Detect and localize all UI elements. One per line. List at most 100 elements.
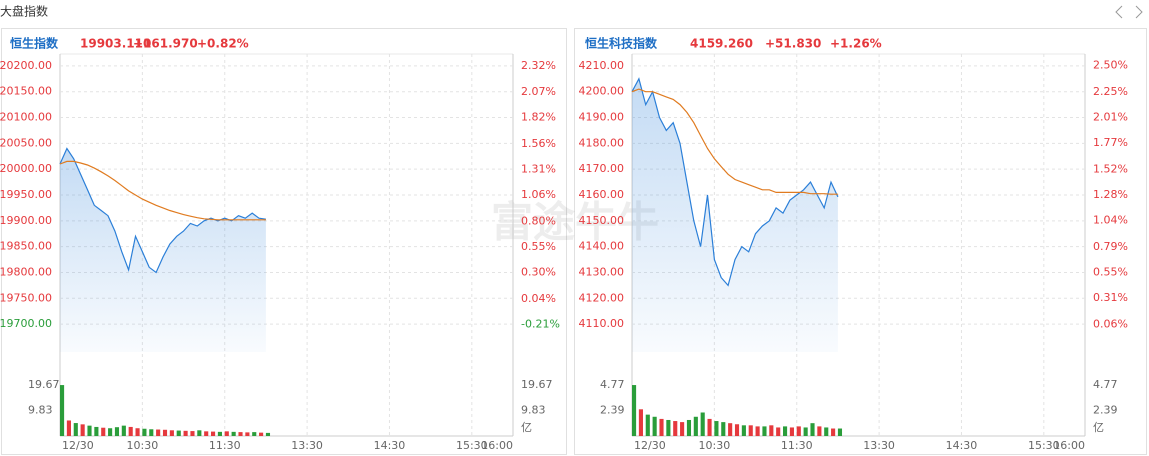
volume-bar (632, 385, 637, 436)
volume-tick-label: 2.39 (600, 403, 625, 416)
y2-tick-label: 0.31% (1093, 291, 1128, 304)
volume-bar (73, 423, 78, 436)
volume-bar (734, 424, 740, 436)
volume-bar (169, 430, 174, 436)
index-change: +161.970 (133, 37, 198, 51)
y2-tick-label: 0.30% (521, 265, 556, 278)
header-title: 大盘指数 (0, 4, 48, 19)
average-line (631, 88, 838, 195)
y-tick-label: 4200.00 (579, 85, 625, 98)
volume-bar (673, 421, 678, 436)
index-name: 恒生指数 (10, 36, 59, 51)
volume-bar (721, 422, 726, 436)
volume-bar (824, 427, 829, 436)
index-change-pct: +0.82% (197, 37, 249, 51)
y2-tick-label: 1.06% (521, 188, 556, 201)
y2-tick-label: 0.55% (521, 240, 556, 253)
y-tick-label: 19750.00 (0, 291, 52, 304)
volume-bar (762, 426, 767, 436)
y-tick-label: 4170.00 (579, 162, 625, 175)
panel (574, 28, 1147, 455)
y-tick-label: 19900.00 (0, 214, 52, 227)
volume-bar (755, 426, 760, 436)
volume-bar (659, 418, 664, 436)
volume-bar (190, 431, 195, 436)
y2-tick-label: -0.21% (521, 317, 560, 330)
x-tick-label: 16:00 (481, 439, 513, 452)
volume-bar (707, 418, 712, 436)
y2-tick-label: 2.50% (1093, 59, 1128, 72)
volume-tick-label: 9.83 (28, 404, 53, 417)
volume-bar (135, 428, 140, 436)
x-tick-label: 12/30 (62, 439, 94, 452)
y-tick-label: 19850.00 (0, 240, 52, 253)
volume-bar (149, 429, 154, 436)
volume-tick-label: 4.77 (1093, 378, 1118, 391)
volume-bar (776, 427, 781, 436)
volume-bar (265, 432, 271, 436)
x-tick-label: 11:30 (209, 439, 241, 452)
y-tick-label: 19700.00 (0, 317, 52, 330)
volume-bar (176, 430, 181, 436)
y-tick-label: 20200.00 (0, 59, 52, 72)
volume-bar (60, 385, 65, 436)
volume-tick-label: 9.83 (521, 404, 546, 417)
y-tick-label: 4140.00 (579, 240, 625, 253)
volume-unit: 亿 (1093, 421, 1104, 434)
y2-tick-label: 1.28% (1093, 188, 1128, 201)
volume-bar (156, 429, 161, 436)
volume-tick-label: 19.67 (28, 378, 60, 391)
y2-tick-label: 2.01% (1093, 111, 1128, 124)
volume-tick-label: 4.77 (600, 378, 625, 391)
volume-bar (796, 426, 801, 436)
y-tick-label: 4120.00 (579, 291, 625, 304)
y2-tick-label: 1.04% (1093, 213, 1128, 226)
volume-bar (728, 423, 733, 436)
volume-bar (769, 425, 774, 436)
volume-bar (217, 431, 222, 436)
volume-bar (94, 426, 99, 436)
volume-bar (128, 426, 133, 436)
y2-tick-label: 1.82% (521, 110, 556, 123)
volume-bar (741, 425, 746, 436)
y2-tick-label: 1.31% (521, 162, 556, 175)
volume-bar (789, 427, 794, 436)
x-tick-label: 13:30 (863, 439, 895, 452)
y-tick-label: 4150.00 (579, 214, 625, 227)
volume-bar (748, 425, 753, 436)
index-change: +51.830 (765, 37, 821, 51)
volume-bar (80, 424, 85, 436)
y-tick-label: 20150.00 (0, 85, 52, 98)
x-tick-label: 10:30 (699, 439, 731, 452)
volume-tick-label: 19.67 (521, 378, 553, 391)
y-tick-label: 4160.00 (579, 188, 625, 201)
prev-arrow[interactable] (1115, 5, 1123, 19)
volume-bar (686, 419, 692, 436)
volume-bar (252, 432, 257, 436)
panel (1, 28, 567, 455)
y-tick-label: 4180.00 (579, 136, 625, 149)
x-tick-label: 13:30 (291, 439, 323, 452)
next-arrow[interactable] (1135, 5, 1143, 19)
volume-unit: 亿 (521, 421, 532, 434)
volume-bar (638, 409, 643, 436)
index-last: 19903.110 (80, 37, 151, 51)
volume-bar (817, 426, 822, 436)
y2-tick-label: 2.25% (1093, 85, 1128, 98)
x-tick-label: 14:30 (374, 439, 406, 452)
y-tick-label: 20000.00 (0, 162, 52, 175)
price-area (60, 148, 266, 352)
x-tick-label: 16:00 (1053, 439, 1085, 452)
y-tick-label: 19950.00 (0, 188, 52, 201)
y-tick-label: 4190.00 (579, 111, 625, 124)
watermark: 富途牛牛 (491, 198, 659, 247)
volume-bar (142, 428, 147, 436)
y-tick-label: 4110.00 (579, 317, 625, 330)
y2-tick-label: 1.77% (1093, 136, 1128, 149)
volume-bar (693, 416, 698, 436)
volume-bar (645, 414, 650, 436)
index-change-pct: +1.26% (830, 37, 882, 51)
x-tick-label: 15:30 (456, 439, 488, 452)
y2-tick-label: 2.32% (521, 59, 556, 72)
volume-bar (700, 412, 705, 436)
